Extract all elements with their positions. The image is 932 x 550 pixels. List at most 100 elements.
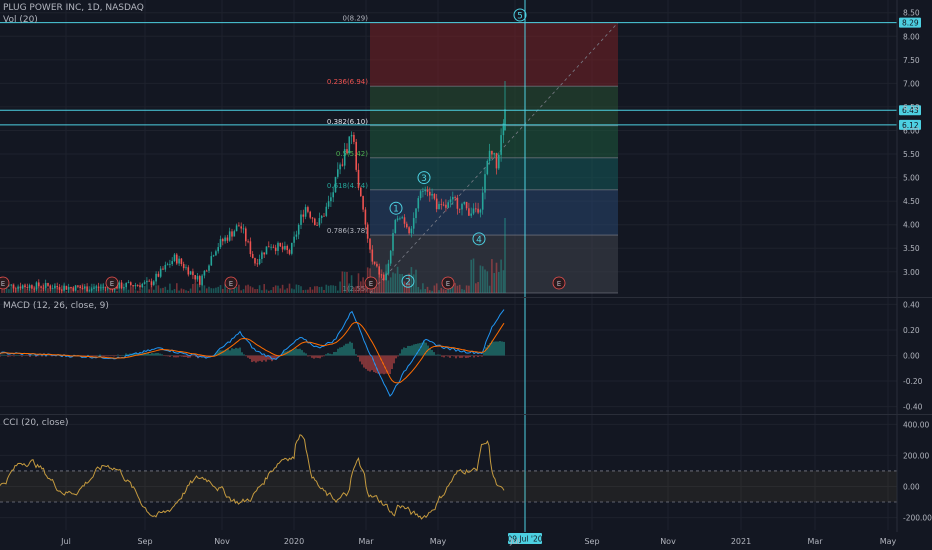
earnings-marker[interactable]	[0, 276, 10, 290]
symbol-legend[interactable]: PLUG POWER INC, 1D, NASDAQ	[3, 3, 144, 13]
candle-body	[130, 282, 132, 286]
volume-bar	[288, 283, 291, 293]
candle-body	[88, 290, 91, 292]
candle-body	[81, 287, 84, 289]
volume-bar	[488, 285, 491, 293]
candle-body	[42, 287, 45, 289]
fib-zone	[370, 157, 618, 190]
candle-body	[284, 245, 286, 250]
candle-body	[502, 123, 505, 136]
macd-histogram-bar	[273, 355, 275, 360]
macd-histogram-bar	[319, 355, 321, 359]
price-tick-label: 3.50	[903, 244, 920, 253]
volume-bar	[362, 277, 364, 293]
macd-histogram-bar	[489, 343, 491, 356]
volume-bar	[166, 289, 169, 293]
macd-histogram-bar	[415, 344, 417, 356]
pane-divider[interactable]	[0, 414, 932, 415]
cci-legend[interactable]: CCI (20, close)	[3, 418, 69, 428]
macd-histogram-bar	[271, 355, 273, 362]
macd-histogram-bar	[9, 355, 11, 357]
volume-bar	[357, 273, 360, 293]
macd-histogram-bar	[457, 355, 459, 357]
fib-zone	[370, 235, 618, 293]
candle-body	[215, 251, 217, 256]
candle-body	[153, 281, 155, 285]
volume-bar	[343, 271, 346, 293]
macd-histogram-bar	[241, 352, 243, 356]
volume-bar	[491, 259, 493, 293]
earnings-marker[interactable]	[224, 276, 238, 290]
candle-body	[254, 258, 256, 264]
earnings-marker[interactable]	[364, 276, 378, 290]
price-label-text: 8.29	[902, 19, 919, 28]
candle-body	[238, 225, 240, 227]
macd-histogram-bar	[189, 355, 191, 358]
macd-histogram-bar	[373, 355, 375, 373]
volume-bar	[399, 274, 401, 293]
candle-body	[185, 267, 187, 269]
macd-histogram-bar	[497, 341, 499, 356]
fib-level-label: 0.786(3.78)	[327, 227, 368, 235]
macd-histogram-bar	[149, 353, 151, 356]
macd-histogram-bar	[371, 355, 373, 371]
volume-bar	[164, 286, 167, 293]
fib-retracement[interactable]: 0(8.29) 0.236(6.94) 0.382(6.10) 0.5(5.42) 0.…	[327, 15, 619, 294]
macd-histogram-bar	[245, 355, 247, 357]
macd-histogram-bar	[467, 355, 469, 358]
macd-tick-label: 0.00	[903, 352, 920, 361]
candle-body	[123, 287, 125, 289]
volume-bar	[77, 290, 79, 293]
macd-histogram-bar	[251, 355, 253, 363]
candle-body	[357, 169, 360, 188]
volume-bar	[498, 271, 500, 293]
macd-histogram-bar	[249, 355, 251, 359]
macd-histogram-bar	[495, 341, 497, 356]
candle-body	[327, 201, 330, 207]
macd-histogram-bar	[335, 351, 337, 356]
macd-histogram-bar	[93, 355, 95, 356]
overlay-lines[interactable]: 8.29 6.43 6.12 09 Jul '20 1 2 3 4 5 E E E E E E	[0, 0, 921, 544]
volume-bar	[449, 286, 452, 293]
volume-bar	[196, 283, 199, 293]
macd-histogram-bar	[359, 355, 361, 362]
candle-body	[180, 258, 183, 265]
volume-bar	[178, 290, 180, 293]
macd-histogram-bar	[447, 355, 449, 357]
candle-body	[316, 225, 318, 226]
macd-histogram-bar	[111, 355, 113, 356]
macd-legend[interactable]: MACD (12, 26, close, 9)	[3, 301, 109, 311]
candle-body	[208, 265, 210, 271]
volume-legend[interactable]: Vol (20)	[3, 15, 38, 25]
macd-histogram-bar	[51, 355, 53, 357]
volume-bar	[162, 287, 164, 293]
volume-bar	[235, 287, 238, 293]
volume-bar	[74, 290, 77, 293]
candle-body	[120, 282, 123, 289]
volume-bar	[143, 285, 146, 293]
macd-histogram-bar	[345, 343, 347, 356]
candle-body	[217, 247, 219, 252]
macd-histogram-bar	[347, 343, 349, 356]
volume-bar	[65, 290, 68, 293]
volume-bar	[314, 286, 316, 293]
macd-histogram-bar	[503, 341, 505, 356]
volume-bar	[242, 289, 245, 293]
candle-body	[380, 274, 383, 276]
volume-bar	[318, 286, 321, 293]
macd-histogram-bar	[275, 355, 277, 360]
pane-divider[interactable]	[0, 297, 932, 298]
macd-signal-line	[0, 321, 505, 384]
fib-level-label: 0.5(5.42)	[336, 150, 368, 158]
macd-histogram-bar	[127, 354, 129, 356]
candle-body	[279, 242, 282, 247]
macd-histogram-bar	[343, 345, 345, 356]
volume-bar	[247, 284, 249, 293]
earnings-marker[interactable]	[441, 276, 455, 290]
macd-histogram-bar	[133, 353, 135, 356]
earnings-marker[interactable]	[552, 276, 566, 290]
volume-bar	[226, 289, 229, 293]
time-tick-label: Sep	[137, 537, 152, 546]
earnings-marker[interactable]	[105, 276, 119, 290]
